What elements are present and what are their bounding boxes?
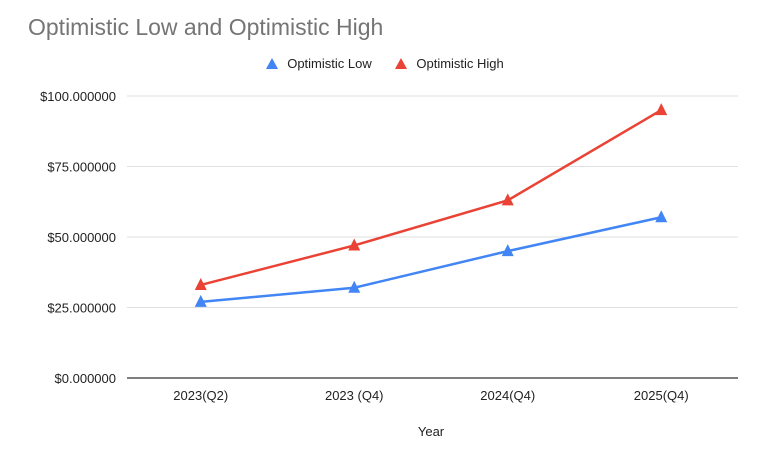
- data-point-marker: [501, 193, 514, 206]
- y-tick-label: $25.000000: [47, 301, 116, 316]
- y-tick-label: $50.000000: [47, 230, 116, 245]
- data-point-marker: [655, 103, 668, 116]
- x-tick-label: 2023 (Q4): [325, 388, 384, 403]
- y-tick-label: $0.000000: [55, 371, 116, 386]
- chart-title: Optimistic Low and Optimistic High: [28, 14, 384, 40]
- data-point-marker: [501, 244, 514, 257]
- legend-label: Optimistic High: [416, 56, 504, 71]
- data-point-marker: [194, 294, 207, 307]
- x-axis-title: Year: [418, 424, 445, 439]
- data-point-marker: [194, 277, 207, 290]
- y-tick-label: $100.000000: [40, 89, 116, 104]
- y-tick-label: $75.000000: [47, 160, 116, 175]
- data-point-marker: [655, 210, 668, 223]
- series-line: [200, 109, 662, 287]
- data-point-marker: [348, 280, 361, 293]
- legend-label: Optimistic Low: [287, 56, 372, 71]
- data-point-marker: [348, 238, 361, 251]
- x-tick-label: 2025(Q4): [634, 388, 689, 403]
- x-tick-label: 2024(Q4): [480, 388, 535, 403]
- x-tick-label: 2023(Q2): [173, 388, 228, 403]
- series-line: [200, 216, 662, 304]
- legend: Optimistic Low Optimistic High: [0, 56, 770, 72]
- legend-item-optimistic-high[interactable]: Optimistic High: [395, 56, 504, 71]
- legend-item-optimistic-low[interactable]: Optimistic Low: [266, 56, 372, 71]
- triangle-marker-icon: [266, 58, 279, 69]
- triangle-marker-icon: [395, 58, 408, 69]
